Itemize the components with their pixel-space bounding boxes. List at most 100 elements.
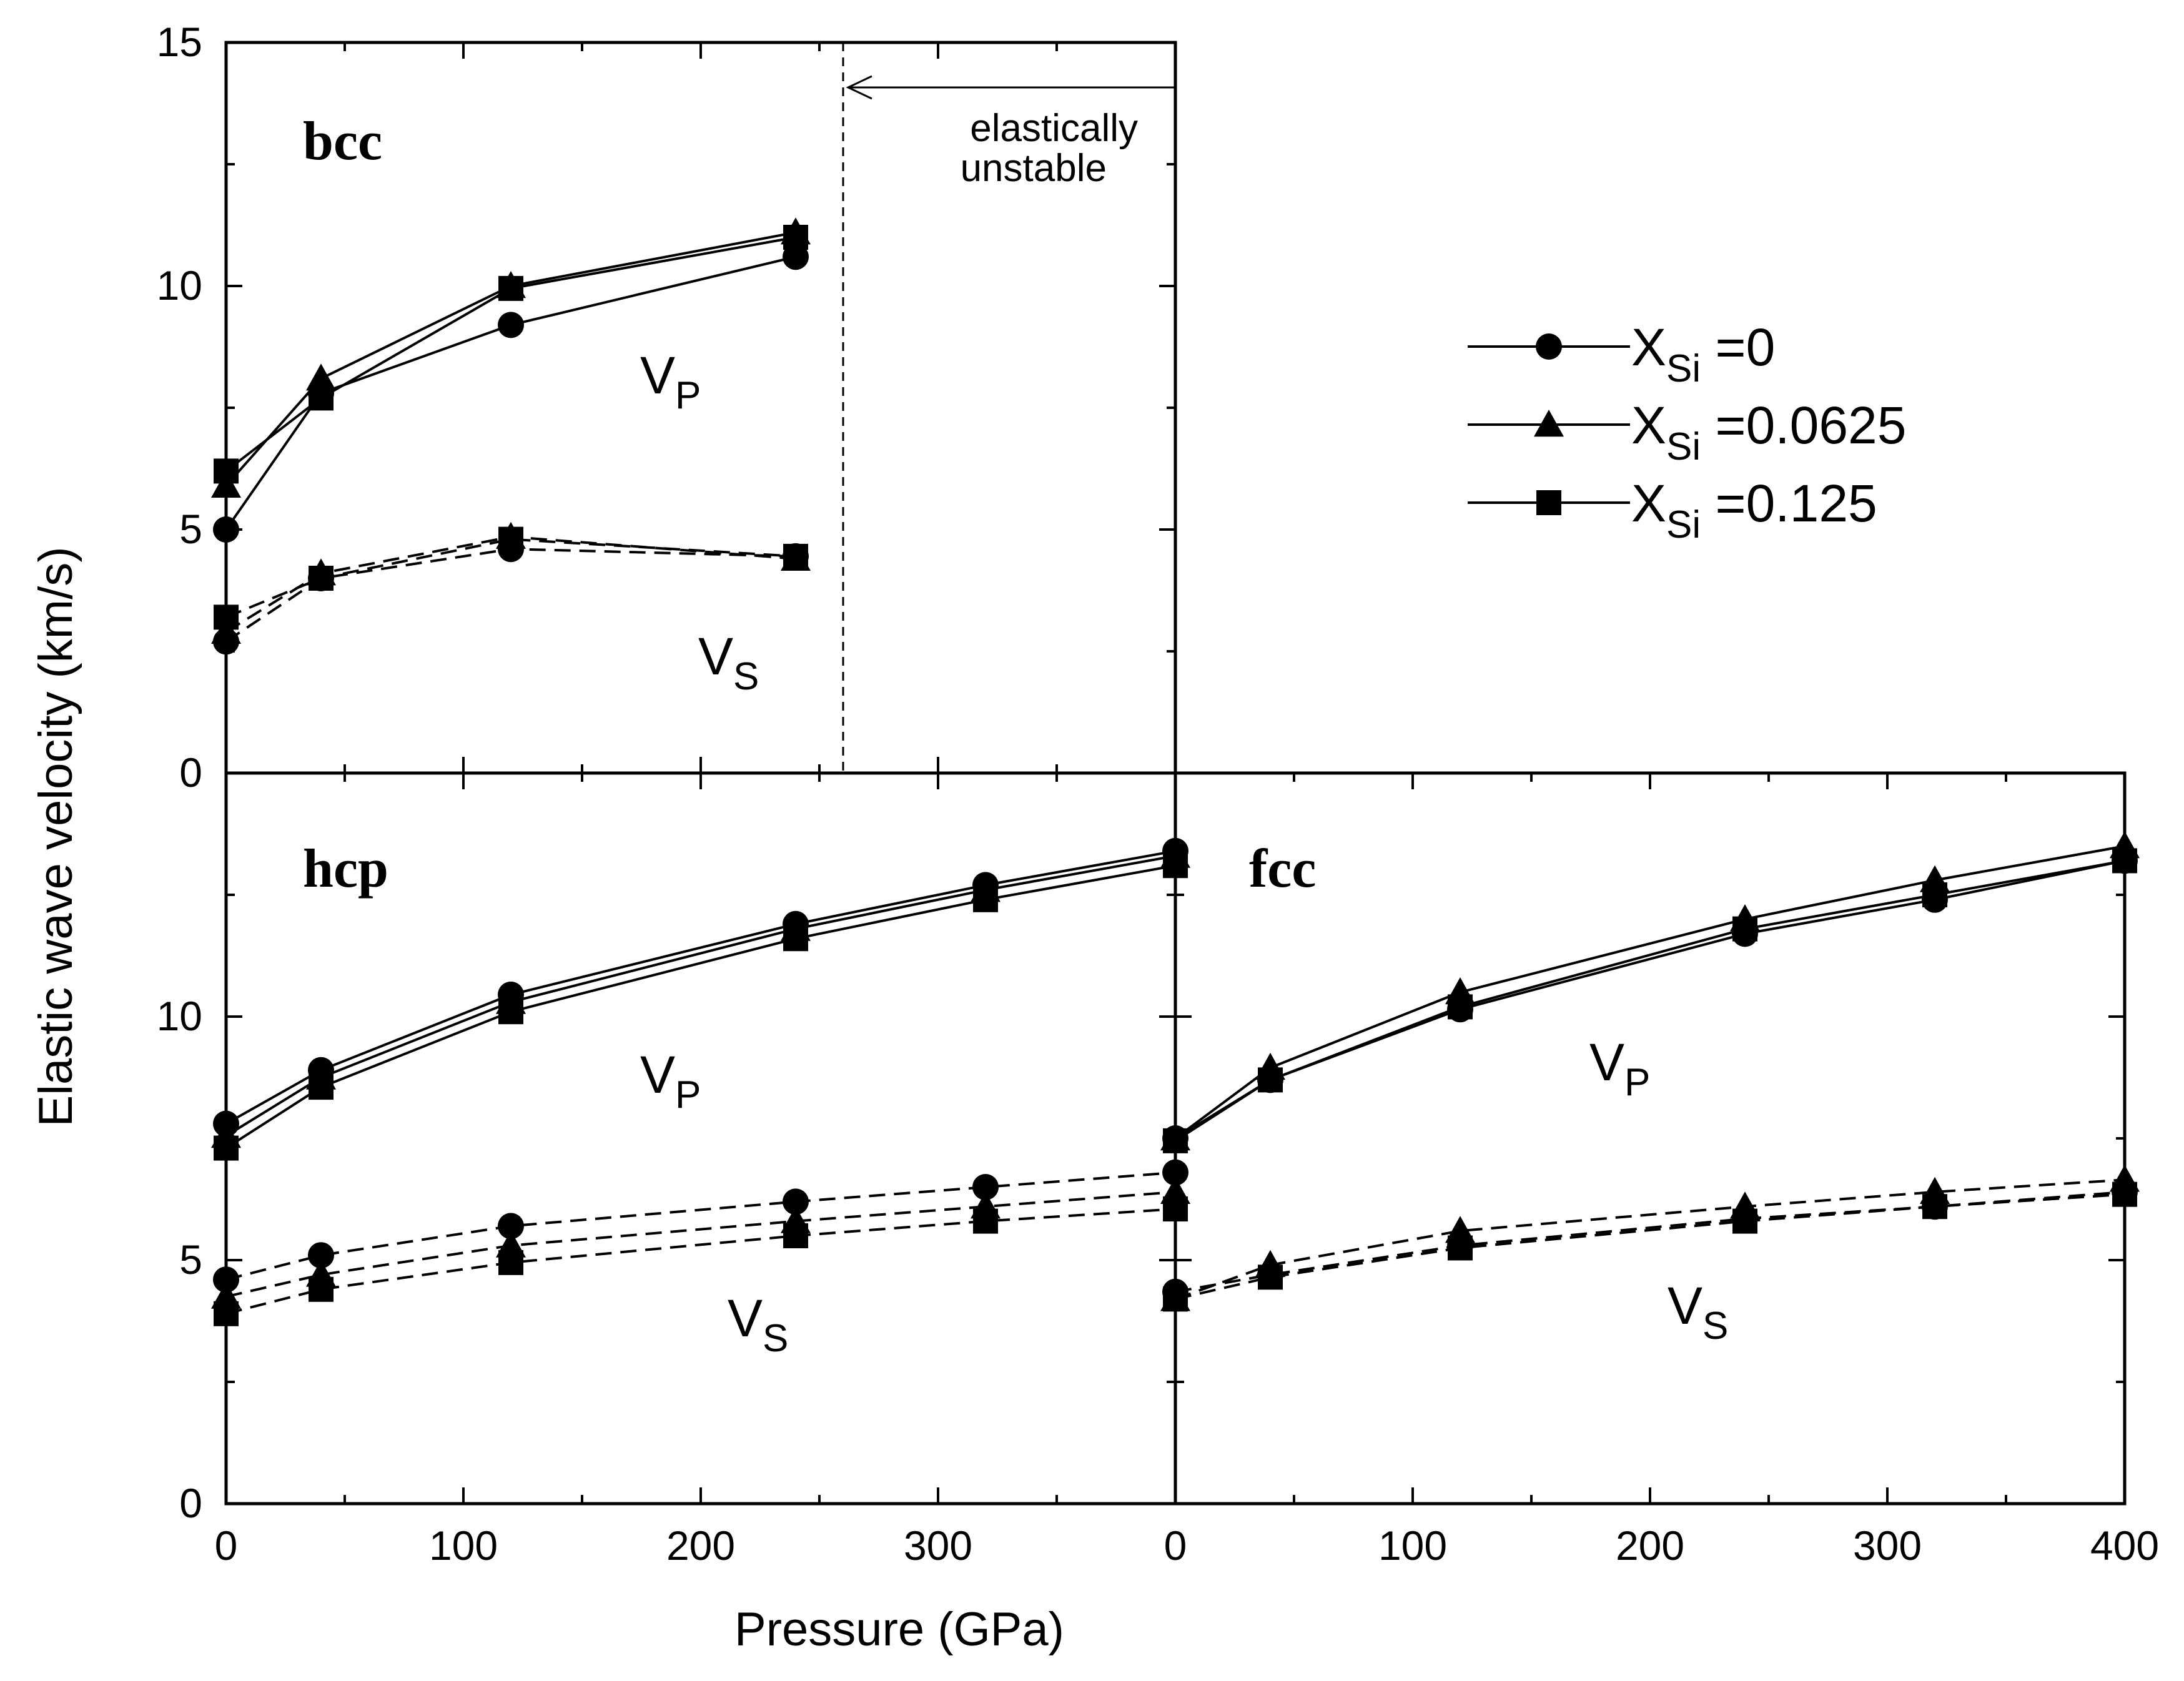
point-hcp-vs-circle xyxy=(783,1188,809,1215)
legend-marker-triangle xyxy=(1534,410,1564,437)
point-hcp-vs-square xyxy=(498,1250,523,1275)
annotation-line-1: elastically xyxy=(970,107,1138,150)
series-line-fcc-vp-x-si-0-125 xyxy=(1174,859,2125,1142)
point-fcc-vs-square xyxy=(2112,1181,2137,1207)
panel-label-bcc: bcc xyxy=(303,111,382,172)
series-line-hcp-vs-x-si-0-125 xyxy=(225,1208,1176,1315)
point-fcc-vp-square xyxy=(1732,916,1757,942)
point-hcp-vs-circle xyxy=(308,1242,334,1269)
series-line-bcc-vs-x-si-0-125 xyxy=(225,538,796,619)
x-tick-label: 400 xyxy=(2090,1522,2159,1569)
series-line-bcc-vs-x-si-0 xyxy=(225,548,796,643)
x-axis-label: Pressure (GPa) xyxy=(734,1603,1064,1656)
point-hcp-vp-square xyxy=(783,926,808,952)
panel-frame-fcc xyxy=(1174,771,2127,1506)
vp-label-fcc: VP xyxy=(1589,1033,1650,1104)
x-tick-label: 0 xyxy=(215,1522,238,1569)
vs-label-fcc: VS xyxy=(1668,1276,1728,1348)
point-hcp-vp-square xyxy=(498,999,523,1025)
x-tick-label: 200 xyxy=(666,1522,735,1569)
y-tick-label: 10 xyxy=(157,993,202,1039)
legend-marker-square xyxy=(1536,490,1561,515)
y-tick-label: 0 xyxy=(179,1480,202,1526)
vs-label-hcp: VS xyxy=(728,1289,788,1360)
arrow-head-icon xyxy=(846,75,872,100)
series-line-hcp-vp-x-si-0-125 xyxy=(225,864,1176,1150)
point-hcp-vp-square xyxy=(309,1075,334,1100)
y-tick-label: 10 xyxy=(157,262,202,308)
point-bcc-vp-square xyxy=(498,275,523,301)
series-line-hcp-vs-x-si-0 xyxy=(225,1171,1176,1281)
panel-label-hcp: hcp xyxy=(303,839,388,899)
point-fcc-vp-square xyxy=(1163,1128,1188,1153)
point-bcc-vp-circle xyxy=(213,516,239,543)
series-line-fcc-vs-x-si-0-125 xyxy=(1175,1193,2125,1301)
series-line-bcc-vs-x-si-0-0625 xyxy=(225,535,796,633)
point-fcc-vs-square xyxy=(1258,1264,1283,1290)
vs-label-bcc: VS xyxy=(698,627,759,698)
point-fcc-vs-square xyxy=(1163,1286,1188,1312)
y-tick-label: 5 xyxy=(179,1236,202,1283)
point-bcc-vp-square xyxy=(783,225,808,250)
point-hcp-vs-circle xyxy=(498,1213,524,1240)
point-bcc-vs-square xyxy=(498,526,523,552)
point-fcc-vp-square xyxy=(1922,882,1947,907)
series-line-bcc-vp-x-si-0 xyxy=(225,255,796,531)
point-hcp-vs-circle xyxy=(972,1174,999,1200)
point-bcc-vp-circle xyxy=(498,312,524,338)
point-fcc-vp-square xyxy=(2112,848,2137,874)
point-fcc-vs-square xyxy=(1448,1235,1473,1261)
point-bcc-vs-square xyxy=(783,543,808,569)
legend-entry-label: XSi =0 xyxy=(1631,318,1775,390)
x-tick-label: 200 xyxy=(1616,1522,1684,1569)
y-tick-label: 0 xyxy=(179,749,202,796)
point-fcc-vp-square xyxy=(1258,1067,1283,1093)
panel-label-fcc: fcc xyxy=(1249,839,1316,899)
x-tick-label: 100 xyxy=(429,1522,498,1569)
vp-label-bcc: VP xyxy=(640,346,701,417)
point-hcp-vp-square xyxy=(973,887,998,912)
point-fcc-vp-square xyxy=(1448,994,1473,1020)
point-hcp-vp-square xyxy=(214,1135,239,1161)
legend-marker-circle xyxy=(1536,333,1562,360)
point-bcc-vp-triangle xyxy=(306,363,336,391)
point-hcp-vs-square xyxy=(309,1276,334,1302)
x-tick-label: 100 xyxy=(1378,1522,1447,1569)
series-line-fcc-vp-x-si-0-0625 xyxy=(1174,845,2125,1140)
vp-label-hcp: VP xyxy=(640,1045,701,1117)
x-tick-label: 300 xyxy=(1853,1522,1922,1569)
y-tick-label: 5 xyxy=(179,506,202,552)
series-line-fcc-vs-x-si-0-0625 xyxy=(1175,1178,2125,1301)
y-axis-label: Elastic wave velocity (km/s) xyxy=(29,546,82,1126)
point-bcc-vs-square xyxy=(214,604,239,630)
point-hcp-vs-circle xyxy=(213,1266,239,1293)
y-tick-label: 15 xyxy=(157,19,202,65)
point-hcp-vs-square xyxy=(783,1223,808,1248)
series-line-bcc-vp-x-si-0-125 xyxy=(225,236,796,472)
point-fcc-vs-square xyxy=(1922,1194,1947,1220)
point-bcc-vp-square xyxy=(309,385,334,411)
legend-entry-label: XSi =0.0625 xyxy=(1631,396,1907,468)
panel-fcc: 0 100 200 300 400 fcc VP VS xyxy=(1160,771,2159,1569)
series-line-fcc-vs-x-si-0 xyxy=(1175,1190,2125,1293)
point-bcc-vp-triangle xyxy=(211,470,241,498)
x-tick-label: 300 xyxy=(904,1522,972,1569)
point-bcc-vp-square xyxy=(214,458,239,484)
point-hcp-vs-square xyxy=(973,1208,998,1234)
x-tick-label: 0 xyxy=(1164,1522,1187,1569)
point-bcc-vs-square xyxy=(309,566,334,591)
point-fcc-vs-square xyxy=(1732,1208,1757,1234)
point-bcc-vs-triangle xyxy=(211,616,241,644)
point-hcp-vs-square xyxy=(214,1301,239,1326)
legend-entry-label: XSi =0.125 xyxy=(1631,474,1877,546)
point-bcc-vp-circle xyxy=(783,244,809,270)
series-line-bcc-vp-x-si-0-0625 xyxy=(225,231,796,487)
series-line-hcp-vp-x-si-0 xyxy=(225,849,1176,1125)
series-line-hcp-vp-x-si-0-0625 xyxy=(225,854,1176,1137)
annotation-line-2: unstable xyxy=(961,147,1107,190)
series-line-hcp-vs-x-si-0-0625 xyxy=(225,1190,1176,1298)
